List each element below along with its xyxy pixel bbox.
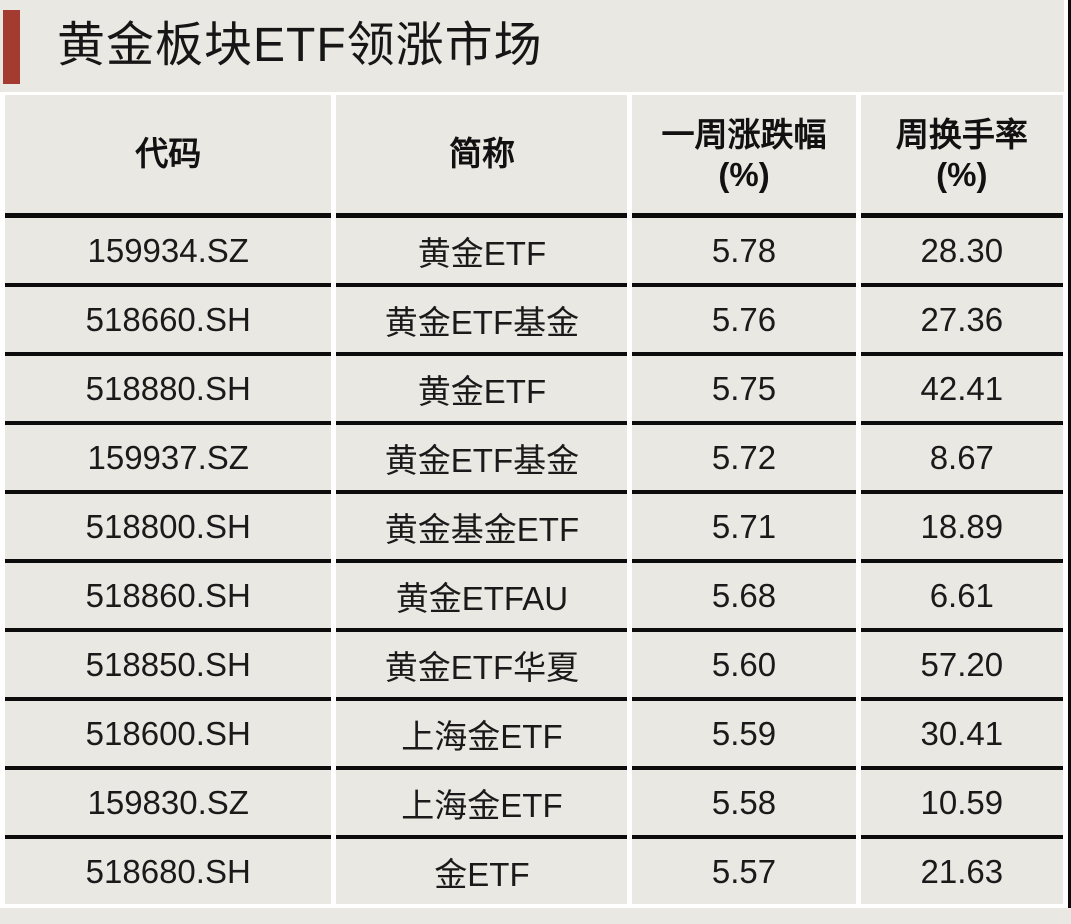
cell-code: 518860.SH — [5, 563, 332, 632]
title-block: 黄金板块ETF领涨市场 — [0, 0, 1071, 92]
cell-code: 159830.SZ — [5, 770, 332, 839]
table-row: 518600.SH 上海金ETF 5.59 30.41 — [5, 701, 1063, 770]
cell-name: 上海金ETF — [336, 770, 628, 839]
table-row: 518860.SH 黄金ETFAU 5.68 6.61 — [5, 563, 1063, 632]
cell-weekly-turnover: 42.41 — [860, 356, 1063, 425]
header-weekly-change-label: 一周涨跌幅 — [661, 116, 827, 154]
table-row: 159830.SZ 上海金ETF 5.58 10.59 — [5, 770, 1063, 839]
cell-weekly-turnover: 8.67 — [860, 425, 1063, 494]
cell-name: 上海金ETF — [336, 701, 628, 770]
cell-name: 黄金ETF基金 — [336, 425, 628, 494]
cell-weekly-change: 5.68 — [632, 563, 856, 632]
header-name: 简称 — [336, 95, 628, 218]
table-row: 518800.SH 黄金基金ETF 5.71 18.89 — [5, 494, 1063, 563]
table-row: 159934.SZ 黄金ETF 5.78 28.30 — [5, 218, 1063, 287]
header-weekly-change: 一周涨跌幅 (%) — [632, 95, 856, 218]
cell-weekly-turnover: 6.61 — [860, 563, 1063, 632]
cell-weekly-turnover: 27.36 — [860, 287, 1063, 356]
cell-name: 黄金基金ETF — [336, 494, 628, 563]
cell-weekly-change: 5.75 — [632, 356, 856, 425]
table-row: 518680.SH 金ETF 5.57 21.63 — [5, 839, 1063, 904]
cell-code: 518600.SH — [5, 701, 332, 770]
header-weekly-turnover: 周换手率 (%) — [860, 95, 1063, 218]
table-row: 518850.SH 黄金ETF华夏 5.60 57.20 — [5, 632, 1063, 701]
header-row: 代码 简称 一周涨跌幅 (%) 周换手率 (%) — [5, 95, 1063, 218]
cell-weekly-change: 5.76 — [632, 287, 856, 356]
title-accent-bar — [3, 10, 20, 84]
header-code: 代码 — [5, 95, 332, 218]
header-name-label: 简称 — [448, 135, 515, 173]
cell-weekly-change: 5.58 — [632, 770, 856, 839]
etf-table-wrapper: 代码 简称 一周涨跌幅 (%) 周换手率 (%) — [0, 92, 1068, 908]
cell-weekly-change: 5.59 — [632, 701, 856, 770]
etf-table: 代码 简称 一周涨跌幅 (%) 周换手率 (%) — [0, 95, 1068, 904]
table-row: 159937.SZ 黄金ETF基金 5.72 8.67 — [5, 425, 1063, 494]
cell-weekly-turnover: 28.30 — [860, 218, 1063, 287]
cell-code: 518660.SH — [5, 287, 332, 356]
header-weekly-turnover-label: 周换手率 — [895, 116, 1028, 154]
cell-weekly-change: 5.72 — [632, 425, 856, 494]
cell-name: 黄金ETFAU — [336, 563, 628, 632]
header-code-label: 代码 — [135, 135, 202, 173]
table-body: 159934.SZ 黄金ETF 5.78 28.30 518660.SH 黄金ETF基金 5… — [5, 218, 1063, 904]
header-weekly-change-unit: (%) — [718, 155, 770, 193]
cell-name: 黄金ETF基金 — [336, 287, 628, 356]
right-edge-white-line — [1064, 0, 1068, 908]
cell-weekly-change: 5.78 — [632, 218, 856, 287]
cell-code: 518680.SH — [5, 839, 332, 904]
cell-code: 518850.SH — [5, 632, 332, 701]
cell-code: 518880.SH — [5, 356, 332, 425]
table-row: 518880.SH 黄金ETF 5.75 42.41 — [5, 356, 1063, 425]
cell-weekly-change: 5.71 — [632, 494, 856, 563]
cell-code: 518800.SH — [5, 494, 332, 563]
cell-weekly-turnover: 18.89 — [860, 494, 1063, 563]
header-weekly-turnover-unit: (%) — [936, 155, 988, 193]
cell-name: 黄金ETF — [336, 218, 628, 287]
cell-weekly-turnover: 57.20 — [860, 632, 1063, 701]
cell-name: 黄金ETF — [336, 356, 628, 425]
cell-weekly-turnover: 10.59 — [860, 770, 1063, 839]
cell-weekly-turnover: 30.41 — [860, 701, 1063, 770]
cell-weekly-change: 5.57 — [632, 839, 856, 904]
right-edge-black-line — [1068, 0, 1071, 908]
table-row: 518660.SH 黄金ETF基金 5.76 27.36 — [5, 287, 1063, 356]
cell-name: 黄金ETF华夏 — [336, 632, 628, 701]
cell-code: 159934.SZ — [5, 218, 332, 287]
cell-name: 金ETF — [336, 839, 628, 904]
cell-weekly-turnover: 21.63 — [860, 839, 1063, 904]
cell-code: 159937.SZ — [5, 425, 332, 494]
cell-weekly-change: 5.60 — [632, 632, 856, 701]
page-title: 黄金板块ETF领涨市场 — [57, 19, 543, 72]
